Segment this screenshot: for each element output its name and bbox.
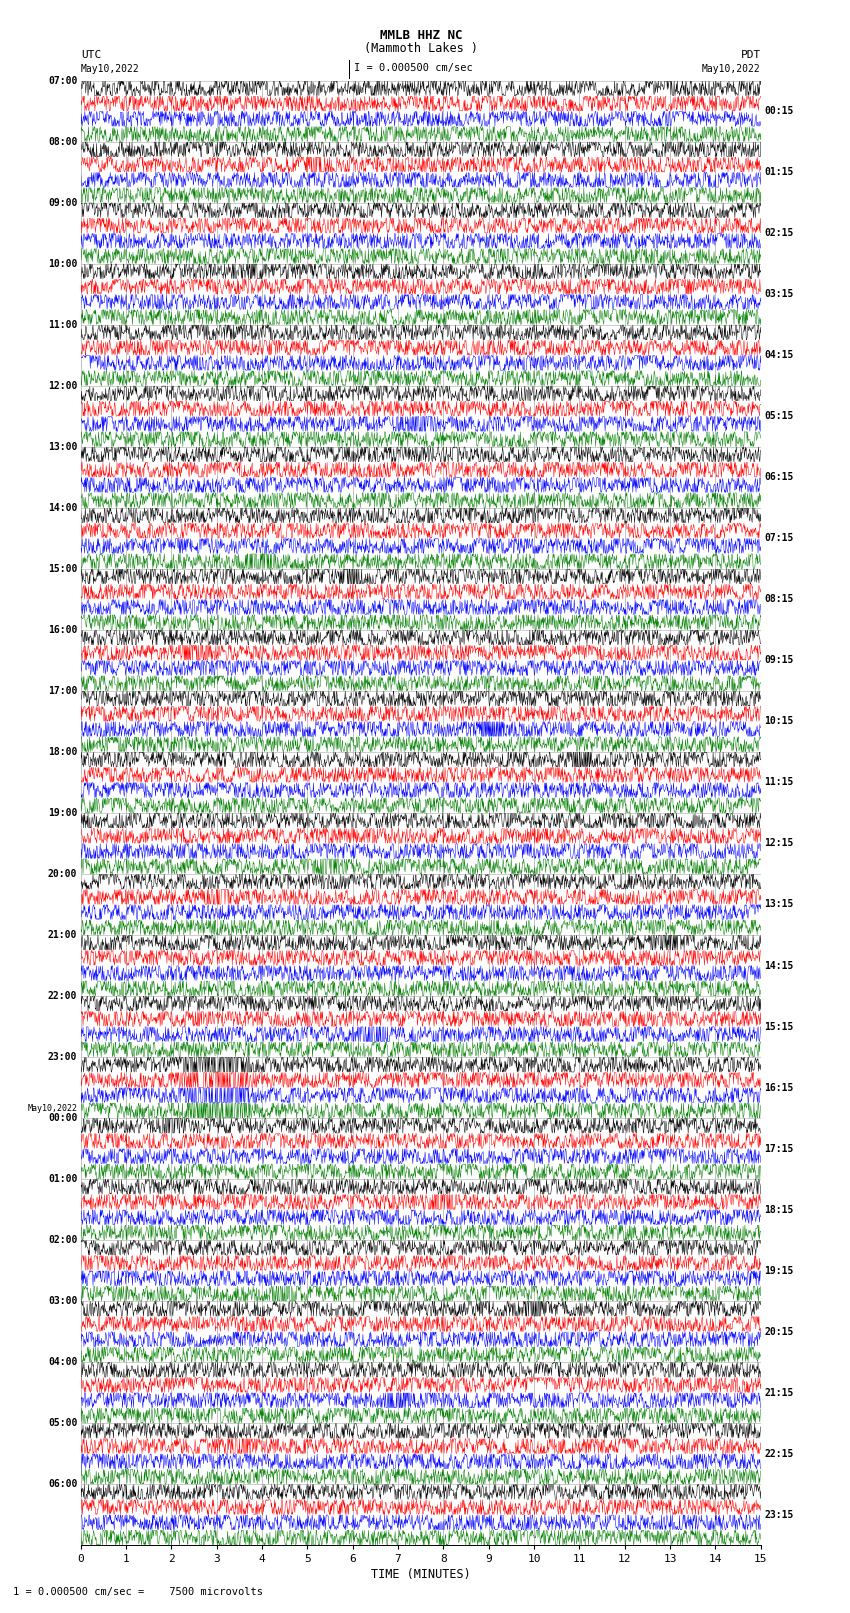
Text: May10,2022: May10,2022 [702, 65, 761, 74]
Text: 06:00: 06:00 [48, 1479, 77, 1489]
Text: 20:15: 20:15 [764, 1326, 794, 1337]
Text: 09:15: 09:15 [764, 655, 794, 666]
Text: (Mammoth Lakes ): (Mammoth Lakes ) [364, 42, 478, 55]
Text: 05:15: 05:15 [764, 411, 794, 421]
Text: 12:00: 12:00 [48, 381, 77, 390]
Text: 20:00: 20:00 [48, 869, 77, 879]
Text: 17:15: 17:15 [764, 1144, 794, 1153]
Text: 02:00: 02:00 [48, 1236, 77, 1245]
Text: 15:00: 15:00 [48, 565, 77, 574]
Text: 16:00: 16:00 [48, 624, 77, 636]
Text: 15:15: 15:15 [764, 1021, 794, 1032]
Text: May10,2022: May10,2022 [27, 1105, 77, 1113]
Text: 01:15: 01:15 [764, 168, 794, 177]
Text: 19:15: 19:15 [764, 1266, 794, 1276]
Text: 21:00: 21:00 [48, 931, 77, 940]
Text: UTC: UTC [81, 50, 101, 60]
Text: 18:00: 18:00 [48, 747, 77, 756]
Text: 01:00: 01:00 [48, 1174, 77, 1184]
Text: 02:15: 02:15 [764, 227, 794, 239]
Text: 1 = 0.000500 cm/sec =    7500 microvolts: 1 = 0.000500 cm/sec = 7500 microvolts [13, 1587, 263, 1597]
Text: 11:00: 11:00 [48, 319, 77, 329]
X-axis label: TIME (MINUTES): TIME (MINUTES) [371, 1568, 471, 1581]
Text: 08:00: 08:00 [48, 137, 77, 147]
Text: 19:00: 19:00 [48, 808, 77, 818]
Text: 16:15: 16:15 [764, 1082, 794, 1092]
Text: 07:00: 07:00 [48, 76, 77, 85]
Text: 00:00: 00:00 [48, 1113, 77, 1123]
Text: 17:00: 17:00 [48, 686, 77, 695]
Text: 14:15: 14:15 [764, 960, 794, 971]
Text: PDT: PDT [740, 50, 761, 60]
Text: 22:15: 22:15 [764, 1448, 794, 1458]
Text: 21:15: 21:15 [764, 1387, 794, 1398]
Text: 07:15: 07:15 [764, 534, 794, 544]
Text: I = 0.000500 cm/sec: I = 0.000500 cm/sec [354, 63, 473, 73]
Text: 06:15: 06:15 [764, 473, 794, 482]
Text: 12:15: 12:15 [764, 839, 794, 848]
Text: 03:15: 03:15 [764, 289, 794, 300]
Text: MMLB HHZ NC: MMLB HHZ NC [379, 29, 462, 42]
Text: 23:00: 23:00 [48, 1052, 77, 1061]
Text: May10,2022: May10,2022 [81, 65, 139, 74]
Text: 05:00: 05:00 [48, 1418, 77, 1428]
Text: 13:15: 13:15 [764, 900, 794, 910]
Text: 11:15: 11:15 [764, 777, 794, 787]
Text: 08:15: 08:15 [764, 594, 794, 605]
Text: 00:15: 00:15 [764, 106, 794, 116]
Text: 18:15: 18:15 [764, 1205, 794, 1215]
Text: 04:15: 04:15 [764, 350, 794, 360]
Text: 14:00: 14:00 [48, 503, 77, 513]
Text: 22:00: 22:00 [48, 990, 77, 1002]
Text: 23:15: 23:15 [764, 1510, 794, 1519]
Text: 09:00: 09:00 [48, 198, 77, 208]
Text: 10:00: 10:00 [48, 258, 77, 269]
Text: 04:00: 04:00 [48, 1357, 77, 1368]
Text: 10:15: 10:15 [764, 716, 794, 726]
Text: 13:00: 13:00 [48, 442, 77, 452]
Text: 03:00: 03:00 [48, 1297, 77, 1307]
